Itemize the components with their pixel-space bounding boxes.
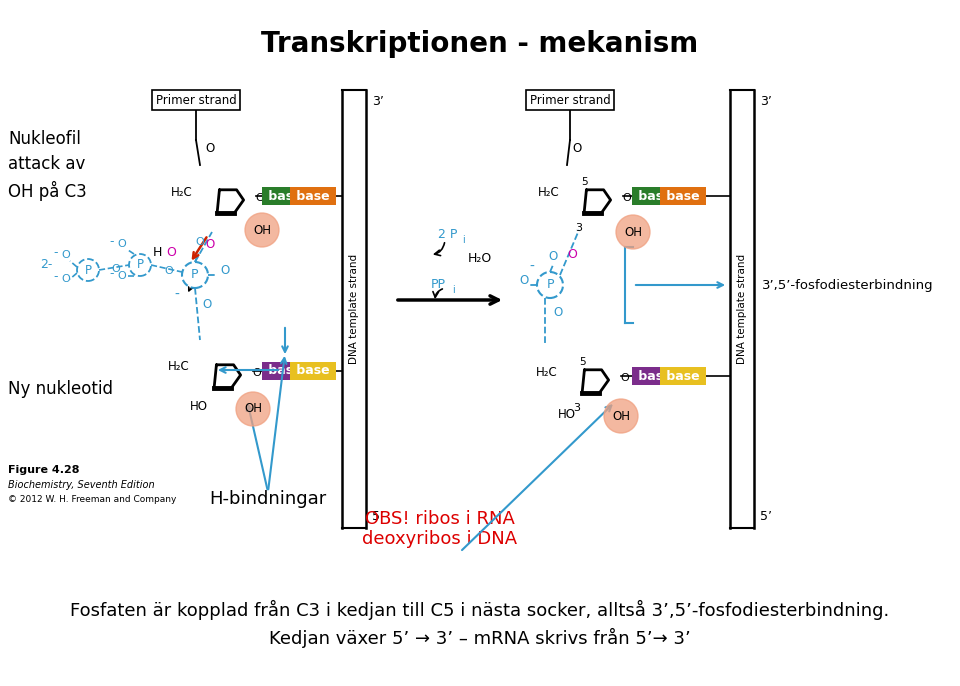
Text: Kedjan växer 5’ → 3’ – mRNA skrivs från 5’→ 3’: Kedjan växer 5’ → 3’ – mRNA skrivs från … <box>269 628 691 648</box>
Text: -: - <box>54 246 59 259</box>
Text: -: - <box>109 267 114 280</box>
Text: O: O <box>548 250 558 263</box>
Circle shape <box>236 392 270 426</box>
Circle shape <box>537 272 563 298</box>
Text: O: O <box>203 298 211 311</box>
Text: H₂C: H₂C <box>539 185 560 198</box>
Circle shape <box>182 262 208 288</box>
Text: P: P <box>136 259 143 272</box>
Text: O: O <box>166 246 176 259</box>
Text: H₂C: H₂C <box>171 185 193 198</box>
Text: Primer strand: Primer strand <box>156 93 236 106</box>
Text: OH: OH <box>612 410 630 423</box>
Text: P: P <box>84 263 91 276</box>
Text: -: - <box>175 288 180 302</box>
Text: O: O <box>221 263 229 276</box>
Circle shape <box>604 399 638 433</box>
Text: O: O <box>252 368 261 378</box>
Text: O: O <box>196 237 204 247</box>
Circle shape <box>77 259 99 281</box>
Text: O: O <box>553 307 563 320</box>
Text: -: - <box>54 270 59 283</box>
Text: -: - <box>109 235 114 248</box>
Text: O: O <box>118 271 127 281</box>
Text: OH: OH <box>244 403 262 416</box>
Text: H₂C: H₂C <box>536 366 558 379</box>
Text: H₂O: H₂O <box>468 252 492 265</box>
Text: 5’: 5’ <box>760 510 772 523</box>
Text: -: - <box>530 260 535 274</box>
Text: 3’: 3’ <box>760 95 772 108</box>
Text: H₂C: H₂C <box>168 361 190 373</box>
Text: 2-: 2- <box>39 259 52 272</box>
Text: 3’,5’-fosfodiesterbindning: 3’,5’-fosfodiesterbindning <box>762 279 934 292</box>
Text: 3: 3 <box>573 403 581 413</box>
Text: O: O <box>205 239 215 252</box>
Text: OBS! ribos i RNA: OBS! ribos i RNA <box>365 510 515 528</box>
Text: base: base <box>292 189 334 202</box>
Text: DNA template strand: DNA template strand <box>349 254 359 364</box>
Text: Transkriptionen - mekanism: Transkriptionen - mekanism <box>261 30 699 58</box>
Text: HO: HO <box>558 407 576 421</box>
Text: OH: OH <box>253 224 271 237</box>
Circle shape <box>616 215 650 249</box>
Text: base: base <box>292 364 334 377</box>
Text: O: O <box>623 193 632 203</box>
Text: P: P <box>546 279 554 292</box>
Text: O: O <box>519 274 529 287</box>
Text: DNA template strand: DNA template strand <box>737 254 747 364</box>
Text: 3’: 3’ <box>372 95 384 108</box>
Text: Fosfaten är kopplad från C3 i kedjan till C5 i nästa socker, alltså 3’,5’-fosfod: Fosfaten är kopplad från C3 i kedjan til… <box>70 600 890 620</box>
Text: Primer strand: Primer strand <box>530 93 611 106</box>
Text: 5’: 5’ <box>372 510 384 523</box>
Text: base: base <box>264 189 306 202</box>
Text: OH: OH <box>624 226 642 239</box>
Text: 5: 5 <box>582 177 588 187</box>
Text: O: O <box>61 250 70 260</box>
Text: base: base <box>634 370 676 383</box>
Text: O: O <box>205 141 215 154</box>
Text: O: O <box>164 266 174 276</box>
Text: O: O <box>567 248 577 261</box>
Text: H: H <box>153 246 161 259</box>
Text: base: base <box>662 370 704 383</box>
Circle shape <box>129 254 151 276</box>
Text: 3: 3 <box>575 223 583 233</box>
Text: Ny nukleotid: Ny nukleotid <box>8 380 113 398</box>
Text: Nukleofil
attack av
OH på C3: Nukleofil attack av OH på C3 <box>8 130 86 201</box>
Text: Biochemistry, Seventh Edition: Biochemistry, Seventh Edition <box>8 480 155 490</box>
Text: base: base <box>264 364 306 377</box>
Text: O: O <box>572 141 582 154</box>
Text: base: base <box>662 189 704 202</box>
Text: Figure 4.28: Figure 4.28 <box>8 465 80 475</box>
Text: PP: PP <box>430 279 445 292</box>
Text: © 2012 W. H. Freeman and Company: © 2012 W. H. Freeman and Company <box>8 495 177 504</box>
Text: i: i <box>452 285 455 295</box>
Text: HO: HO <box>190 401 208 414</box>
Text: deoxyribos i DNA: deoxyribos i DNA <box>363 530 517 548</box>
Circle shape <box>245 213 279 247</box>
Text: 2 P: 2 P <box>439 228 458 241</box>
Text: H-bindningar: H-bindningar <box>209 490 326 508</box>
Text: P: P <box>191 268 199 281</box>
Text: O: O <box>118 239 127 249</box>
Text: base: base <box>634 189 676 202</box>
Text: O: O <box>255 193 264 203</box>
Text: O: O <box>620 373 630 383</box>
Text: O: O <box>61 274 70 284</box>
Text: O: O <box>111 264 120 274</box>
Text: i: i <box>462 235 465 245</box>
Text: 5: 5 <box>580 357 587 367</box>
